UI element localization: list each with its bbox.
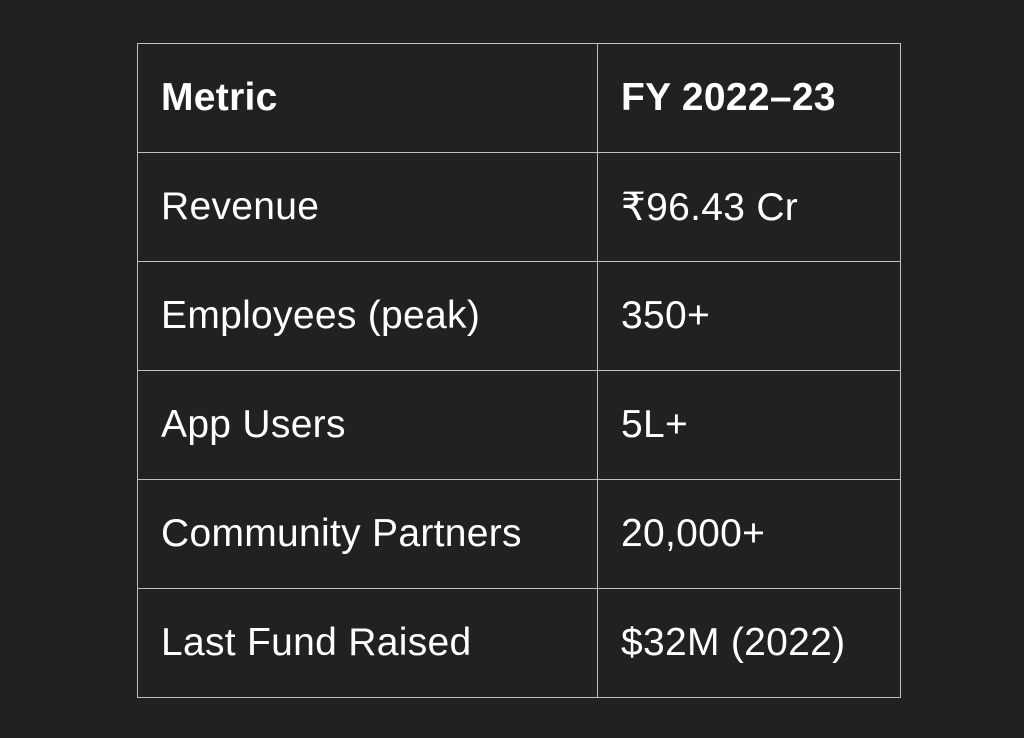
value-cell: ₹96.43 Cr — [597, 152, 901, 262]
metric-cell: Revenue — [137, 152, 598, 262]
column-header-fy: FY 2022–23 — [597, 43, 901, 153]
metric-cell: App Users — [137, 370, 598, 480]
value-cell: 350+ — [597, 261, 901, 371]
table-header-row: Metric FY 2022–23 — [137, 43, 901, 153]
value-cell: 20,000+ — [597, 479, 901, 589]
metrics-table: Metric FY 2022–23 Revenue ₹96.43 Cr Empl… — [137, 43, 901, 698]
value-cell: $32M (2022) — [597, 588, 901, 698]
metric-cell: Last Fund Raised — [137, 588, 598, 698]
table-row: Last Fund Raised $32M (2022) — [137, 588, 901, 698]
table-row: Community Partners 20,000+ — [137, 479, 901, 589]
column-header-metric: Metric — [137, 43, 598, 153]
metric-cell: Community Partners — [137, 479, 598, 589]
table-row: Employees (peak) 350+ — [137, 261, 901, 371]
metric-cell: Employees (peak) — [137, 261, 598, 371]
table-row: App Users 5L+ — [137, 370, 901, 480]
table-row: Revenue ₹96.43 Cr — [137, 152, 901, 262]
value-cell: 5L+ — [597, 370, 901, 480]
